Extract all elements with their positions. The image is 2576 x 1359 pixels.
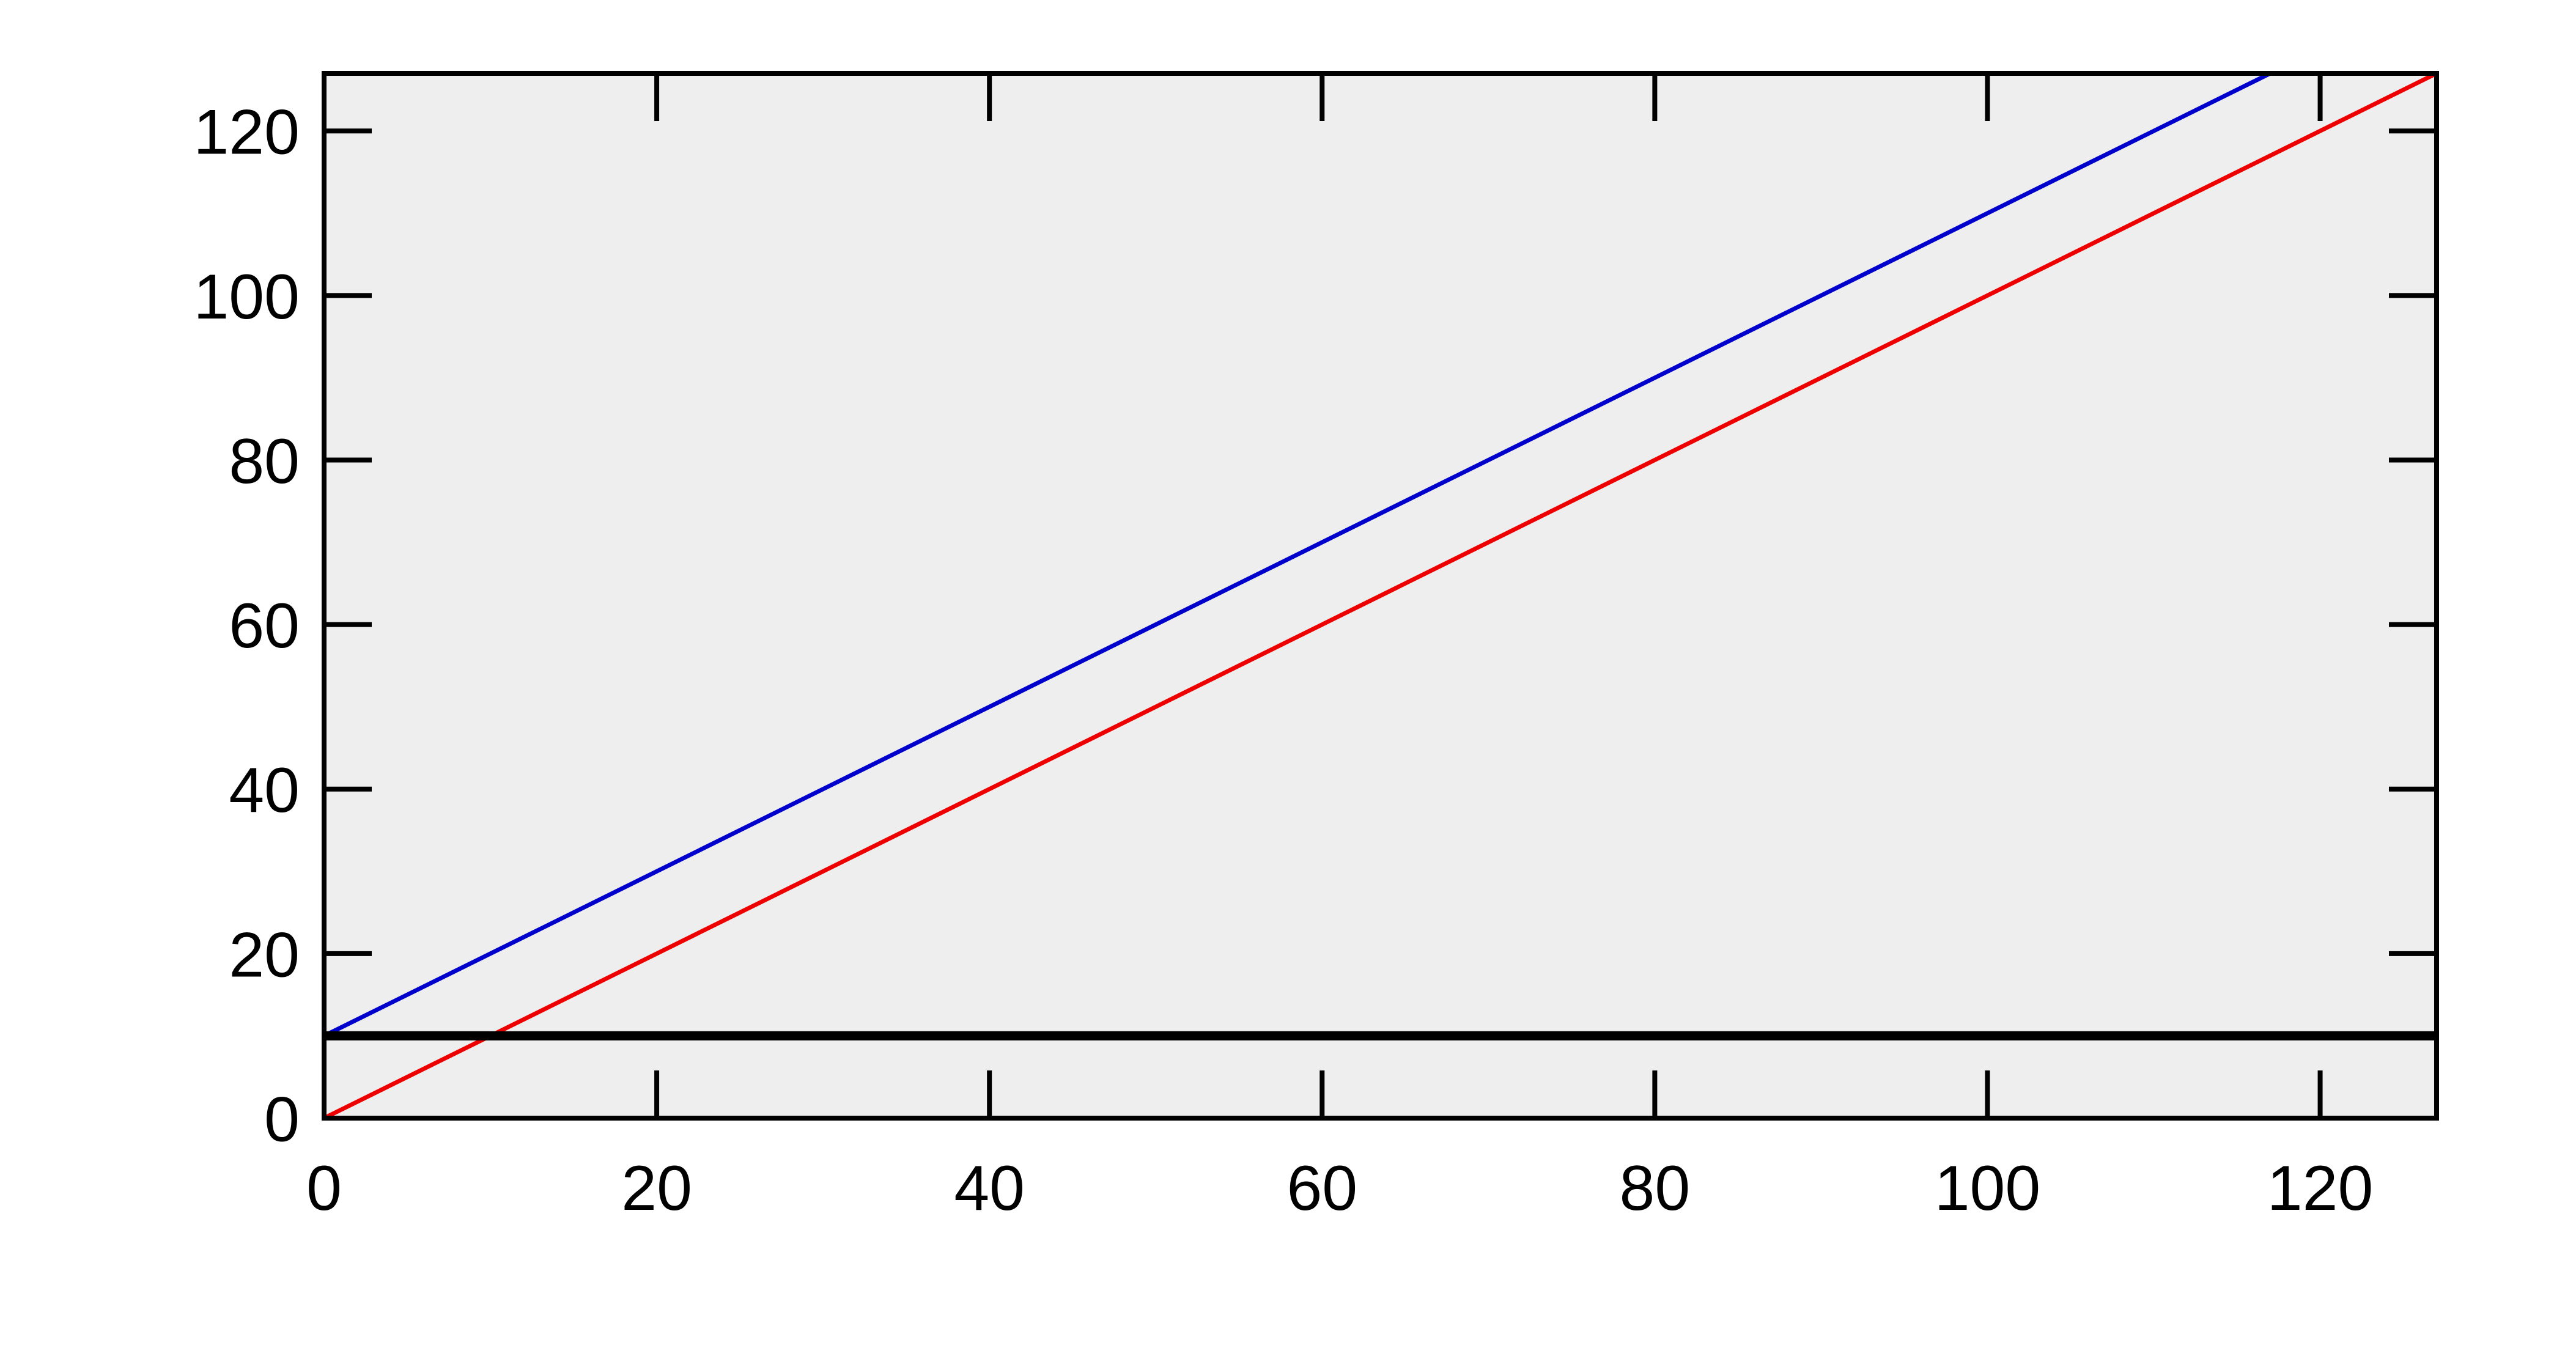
x-tick-label-6: 120	[2267, 1153, 2374, 1224]
y-tick-label-6: 120	[193, 97, 300, 168]
y-tick-label-0: 0	[264, 1084, 300, 1155]
ticks-layer	[322, 73, 2437, 1121]
x-tick-label-2: 40	[954, 1153, 1025, 1224]
y-tick-label-1: 20	[229, 919, 300, 990]
x-tick-label-5: 100	[1935, 1153, 2041, 1224]
x-tick-label-0: 0	[306, 1153, 342, 1224]
y-tick-label-2: 40	[229, 755, 300, 826]
x-tick-label-4: 80	[1620, 1153, 1691, 1224]
tick-labels-layer: 0 20 40 60 80 100 120 0 20 40 60 80 100 120	[193, 97, 2373, 1224]
y-tick-label-5: 100	[193, 262, 300, 333]
x-tick-label-1: 20	[621, 1153, 692, 1224]
y-tick-label-3: 60	[229, 591, 300, 661]
y-tick-label-4: 80	[229, 426, 300, 497]
series-line-blue	[323, 71, 2272, 1038]
series-line-red	[323, 71, 2438, 1121]
series-layer	[323, 71, 2438, 1121]
plot-frame	[322, 71, 2439, 1121]
x-tick-label-3: 60	[1286, 1153, 1357, 1224]
